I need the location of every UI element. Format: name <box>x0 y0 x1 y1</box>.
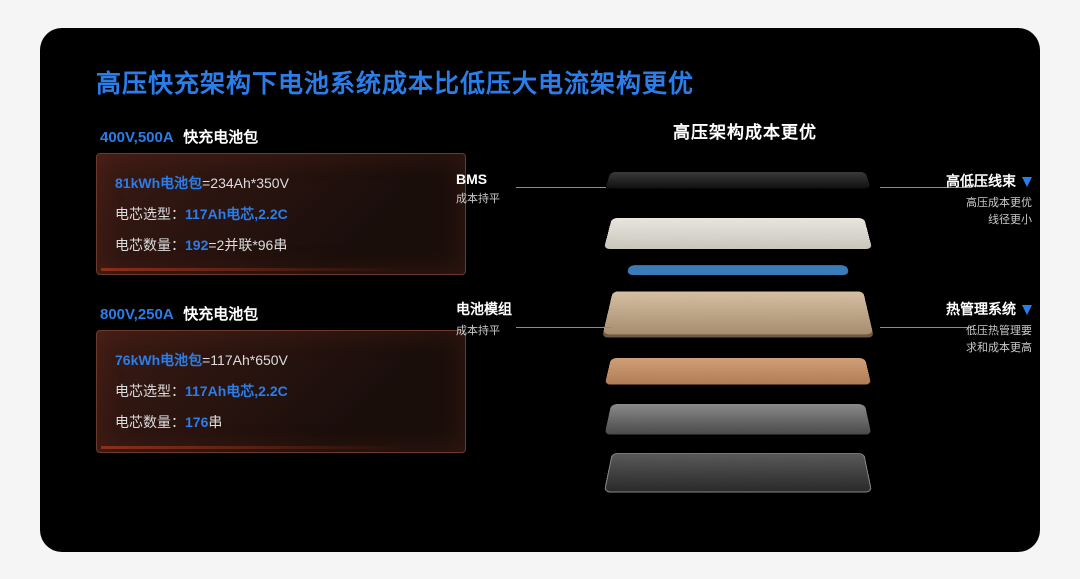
exploded-view <box>578 167 898 507</box>
callout-thermal-title: 热管理系统 <box>946 299 1032 319</box>
lead-bms <box>516 187 606 188</box>
layer-copper <box>605 358 871 385</box>
slide-title: 高压快充架构下电池系统成本比低压大电流架构更优 <box>96 64 984 100</box>
layer-top <box>605 172 870 189</box>
callout-bms-title: BMS <box>456 171 500 187</box>
callout-module: 电池模组 成本持平 <box>456 299 512 340</box>
exploded-wrap: BMS 成本持平 电池模组 成本持平 高低压线束 高压成本更优 线径更小 热管理… <box>506 159 984 519</box>
pack0-line0: 81kWh电池包=234Ah*350V <box>115 168 447 199</box>
pack-box-400v: 81kWh电池包=234Ah*350V 电芯选型：117Ah电芯,2.2C 电芯… <box>96 153 466 275</box>
callout-wire-title: 高低压线束 <box>946 171 1032 191</box>
columns: 400V,500A 快充电池包 81kWh电池包=234Ah*350V 电芯选型… <box>96 118 984 519</box>
right-title: 高压架构成本更优 <box>506 118 984 143</box>
callout-wire-sub: 高压成本更优 线径更小 <box>946 195 1032 228</box>
pack1-suffix: 快充电池包 <box>183 306 258 323</box>
callout-bms: BMS 成本持平 <box>456 171 500 208</box>
arrow-down-icon <box>1022 305 1032 315</box>
lead-module <box>516 327 612 328</box>
pack1-line0: 76kWh电池包=117Ah*650V <box>115 345 447 376</box>
pack1-line2: 电芯数量：176串 <box>115 407 447 438</box>
pack-header-800v: 800V,250A 快充电池包 <box>100 303 466 324</box>
layer-frame <box>605 404 872 435</box>
pack0-line1: 电芯选型：117Ah电芯,2.2C <box>115 199 447 230</box>
callout-thermal: 热管理系统 低压热管理要 求和成本更高 <box>946 299 1032 356</box>
pack0-suffix: 快充电池包 <box>183 129 258 146</box>
pack-header-400v: 400V,500A 快充电池包 <box>100 126 466 147</box>
left-column: 400V,500A 快充电池包 81kWh电池包=234Ah*350V 电芯选型… <box>96 118 466 519</box>
callout-module-sub: 成本持平 <box>456 323 512 340</box>
pack0-line2: 电芯数量：192=2并联*96串 <box>115 230 447 261</box>
pack0-volts: 400V,500A <box>100 129 173 146</box>
pack1-line1: 电芯选型：117Ah电芯,2.2C <box>115 376 447 407</box>
spacer <box>96 275 466 295</box>
right-column: 高压架构成本更优 BMS <box>506 118 984 519</box>
arrow-down-icon <box>1022 177 1032 187</box>
callout-thermal-sub: 低压热管理要 求和成本更高 <box>946 323 1032 356</box>
slide: 高压快充架构下电池系统成本比低压大电流架构更优 400V,500A 快充电池包 … <box>40 28 1040 552</box>
pack1-volts: 800V,250A <box>100 306 173 323</box>
pack-box-800v: 76kWh电池包=117Ah*650V 电芯选型：117Ah电芯,2.2C 电芯… <box>96 330 466 452</box>
layer-module <box>603 291 873 334</box>
layer-cooling <box>627 265 849 275</box>
layer-cover <box>604 218 872 249</box>
callout-module-title: 电池模组 <box>456 299 512 319</box>
callout-wire: 高低压线束 高压成本更优 线径更小 <box>946 171 1032 228</box>
layer-base <box>604 453 872 492</box>
callout-bms-sub: 成本持平 <box>456 191 500 208</box>
